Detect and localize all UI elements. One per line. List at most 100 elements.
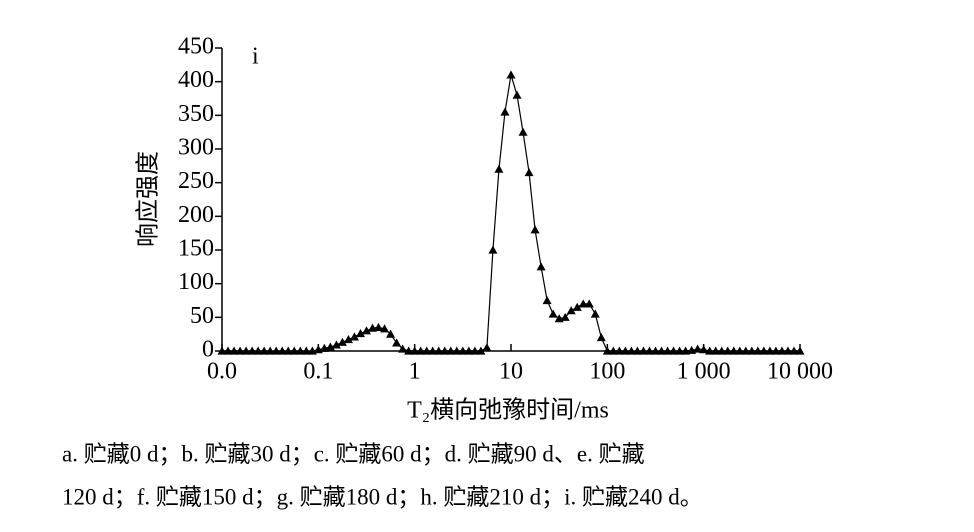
marker — [241, 346, 251, 355]
y-tick-label: 250 — [178, 168, 214, 194]
marker — [705, 346, 715, 355]
x-tick-label: 100 — [589, 359, 625, 385]
marker — [301, 346, 311, 355]
marker — [524, 168, 534, 177]
y-tick-label: 450 — [178, 34, 214, 60]
x-axis-label: T₂横向弛豫时间/ms — [407, 397, 609, 424]
marker — [416, 346, 426, 355]
marker — [494, 164, 504, 173]
marker — [759, 346, 769, 355]
marker — [386, 329, 396, 338]
marker — [337, 337, 347, 346]
marker — [349, 332, 359, 341]
marker — [295, 346, 305, 355]
marker — [355, 328, 365, 338]
marker — [723, 346, 733, 355]
x-tick-label: 1 — [409, 359, 421, 385]
marker — [434, 346, 444, 355]
y-tick-label: 100 — [178, 269, 214, 295]
marker — [765, 346, 775, 355]
marker — [277, 346, 287, 355]
marker — [410, 346, 420, 355]
y-tick-label: 150 — [178, 236, 214, 262]
marker — [572, 302, 582, 311]
marker — [608, 346, 618, 355]
panel-label: i — [252, 44, 259, 70]
marker — [783, 346, 793, 355]
y-tick-label: 350 — [178, 101, 214, 127]
marker — [247, 346, 257, 355]
marker — [283, 346, 293, 355]
y-tick-label: 300 — [178, 135, 214, 161]
marker — [470, 346, 480, 355]
marker — [536, 262, 546, 271]
marker — [331, 340, 341, 349]
marker — [458, 346, 468, 355]
marker — [638, 346, 648, 355]
marker — [482, 343, 492, 352]
marker — [235, 346, 245, 355]
marker — [464, 346, 474, 355]
marker — [699, 345, 709, 354]
marker — [446, 346, 456, 355]
marker — [753, 346, 763, 355]
marker — [440, 346, 450, 355]
marker — [789, 346, 799, 355]
marker — [500, 107, 510, 116]
marker — [584, 299, 594, 308]
x-tick-label: 0.1 — [303, 359, 333, 385]
caption-line: a. 贮藏0 d；b. 贮藏30 d；c. 贮藏60 d；d. 贮藏90 d、e… — [62, 441, 645, 466]
marker — [368, 323, 378, 332]
marker — [747, 346, 757, 355]
marker — [542, 296, 552, 305]
marker — [614, 346, 624, 355]
marker — [632, 346, 642, 355]
marker — [229, 346, 239, 355]
marker — [777, 346, 787, 355]
marker — [729, 346, 739, 355]
marker — [590, 309, 600, 318]
marker — [771, 346, 781, 355]
marker — [650, 346, 660, 355]
marker — [392, 338, 402, 347]
marker — [428, 346, 438, 355]
marker — [560, 312, 570, 321]
marker — [669, 346, 679, 355]
marker — [361, 326, 371, 335]
marker — [404, 346, 414, 355]
marker — [675, 346, 685, 355]
marker — [289, 346, 299, 355]
marker — [566, 306, 576, 315]
marker — [681, 346, 691, 355]
y-tick-label: 50 — [190, 303, 214, 329]
marker — [548, 309, 558, 318]
y-axis-label: 响应强度 — [135, 151, 162, 247]
marker — [620, 346, 630, 355]
marker — [217, 346, 227, 355]
marker — [626, 346, 636, 355]
marker — [644, 346, 654, 355]
marker — [398, 344, 408, 353]
marker — [530, 225, 540, 234]
marker — [259, 346, 269, 355]
marker — [253, 346, 263, 355]
x-tick-label: 1 000 — [677, 359, 731, 385]
x-tick-label: 0.0 — [207, 359, 237, 385]
marker — [735, 346, 745, 355]
marker — [422, 346, 432, 355]
marker — [271, 346, 281, 355]
marker — [741, 346, 751, 355]
y-tick-label: 0 — [202, 337, 214, 363]
marker — [512, 90, 522, 99]
marker — [343, 335, 353, 344]
marker — [602, 346, 612, 355]
y-tick-label: 200 — [178, 202, 214, 228]
y-tick-label: 400 — [178, 67, 214, 93]
marker — [717, 346, 727, 355]
x-tick-label: 10 000 — [767, 359, 833, 385]
marker — [518, 127, 528, 136]
x-tick-label: 10 — [499, 359, 523, 385]
marker — [663, 346, 673, 355]
marker — [476, 346, 486, 355]
